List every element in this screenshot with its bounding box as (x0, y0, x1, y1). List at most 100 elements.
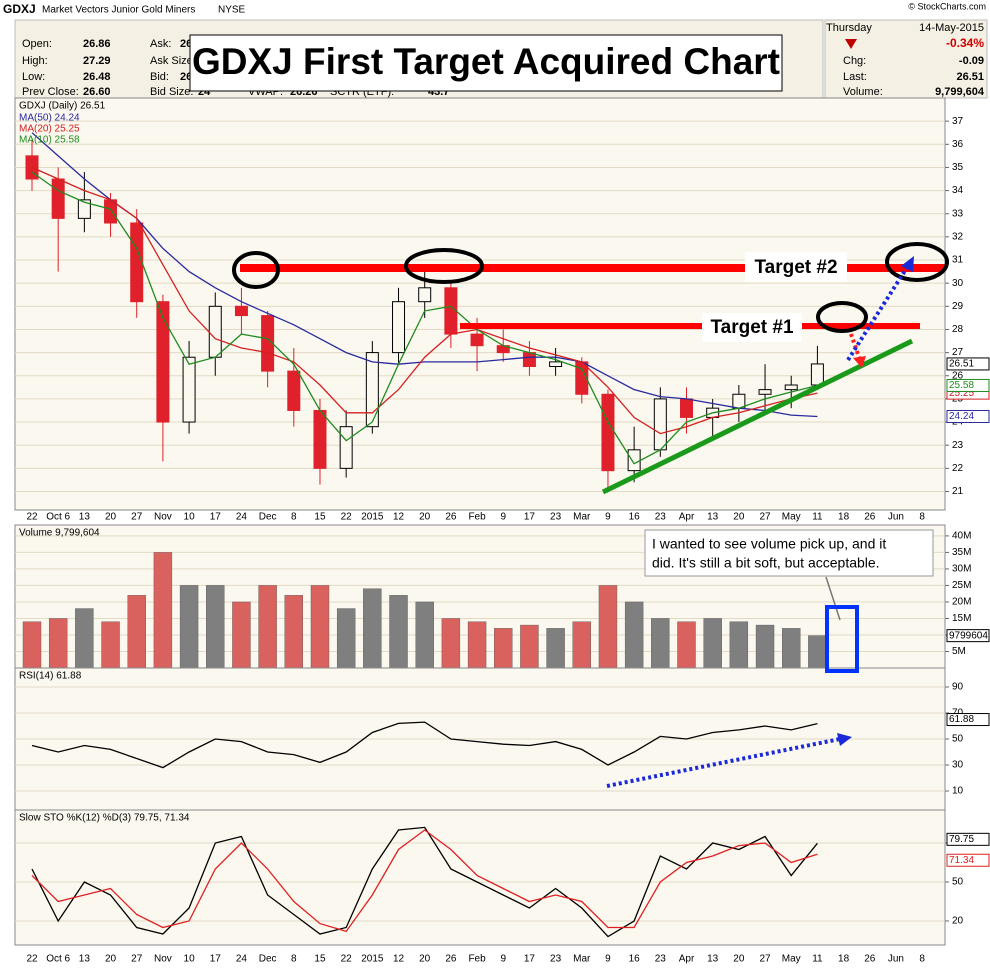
x-tick-label: 9 (500, 512, 506, 523)
y-tick-label: 90 (952, 682, 964, 693)
field-label: Low: (22, 71, 45, 83)
x-tick-label: 24 (236, 954, 248, 965)
arrow-head (837, 733, 852, 746)
target-label: Target #2 (754, 257, 837, 278)
volume-bar (232, 601, 251, 669)
x-tick-label: 16 (629, 512, 641, 523)
y-tick-label: 29 (952, 301, 964, 312)
y-tick-label: 28 (952, 324, 964, 335)
y-tick-label: 30 (952, 278, 964, 289)
quote-date: 14-May-2015 (919, 22, 984, 34)
x-tick-label: 9 (605, 512, 611, 523)
y-tick-label: 26 (952, 370, 964, 381)
y-tick-label: 34 (952, 185, 964, 196)
label-box (702, 313, 802, 342)
y-tick-label: 20 (952, 916, 964, 927)
candle-body (156, 301, 170, 423)
value-label: 26.51 (949, 359, 974, 370)
panel (14, 97, 946, 511)
x-tick-label: Feb (468, 512, 486, 523)
series-line (31, 829, 818, 933)
x-tick-label: 13 (707, 954, 719, 965)
candle-body (313, 409, 327, 469)
x-tick-label: Mar (573, 512, 591, 523)
x-tick-label: 20 (733, 512, 745, 523)
volume-bar (48, 618, 68, 669)
x-tick-label: 24 (236, 512, 248, 523)
value-box (946, 853, 990, 867)
x-tick-label: 8 (291, 512, 297, 523)
volume-bar (179, 585, 199, 669)
note-box (644, 529, 934, 577)
value-label: 9799604 (949, 630, 988, 641)
legend-label: Slow STO %K(12) %D(3) 79.75, 71.34 (19, 813, 190, 824)
field-value: -0.09 (959, 55, 984, 67)
y-tick-label: 22 (952, 463, 964, 474)
highlight-ellipse (885, 242, 949, 282)
candle-body (810, 363, 824, 386)
value-box (946, 378, 990, 392)
change-pct: -0.34% (946, 36, 984, 50)
volume-bar (703, 618, 722, 669)
y-tick-label: 33 (952, 208, 964, 219)
volume-bar (101, 621, 120, 669)
arrow (606, 737, 841, 788)
highlight-ellipse (232, 251, 280, 289)
candle-body (130, 222, 144, 303)
x-tick-label: 18 (838, 954, 850, 965)
volume-bar (22, 621, 42, 669)
volume-highlight (825, 605, 859, 673)
field-value: 26 (180, 71, 192, 83)
field-value: 26.51 (956, 71, 984, 83)
field-label: Chg: (843, 55, 866, 67)
volume-bar (284, 595, 303, 669)
y-tick-label: 35M (952, 547, 971, 558)
candle-body (549, 361, 563, 367)
volume-bar (729, 621, 749, 669)
x-tick-label: 23 (655, 954, 667, 965)
x-tick-label: Oct 6 (46, 512, 70, 523)
x-tick-label: 16 (629, 954, 641, 965)
x-tick-label: 2015 (361, 512, 384, 523)
x-tick-label: 26 (864, 954, 876, 965)
y-tick-label: 37 (952, 116, 964, 127)
y-tick-label: 40M (952, 531, 971, 542)
x-tick-label: Nov (154, 954, 172, 965)
y-tick-label: 15M (952, 613, 971, 624)
series-line (31, 171, 818, 465)
candle-body (784, 384, 798, 391)
field-value: 26 (180, 38, 192, 50)
field-value: 9,799,604 (935, 86, 985, 98)
volume-bar (441, 618, 461, 669)
y-tick-label: 10 (952, 786, 964, 797)
x-tick-label: 22 (26, 512, 38, 523)
x-tick-label: Jun (888, 954, 904, 965)
candle-body (208, 305, 222, 358)
exchange: NYSE (218, 5, 246, 16)
x-tick-label: 12 (393, 512, 405, 523)
field-value: 26.86 (83, 38, 111, 50)
volume-bar (808, 635, 827, 669)
value-label: 71.34 (949, 855, 974, 866)
x-tick-label: 13 (79, 954, 91, 965)
volume-bar (310, 585, 330, 669)
x-tick-label: Jun (888, 512, 904, 523)
x-tick-label: 10 (184, 954, 196, 965)
field-label: Prev Close: (22, 86, 79, 98)
candle-body (77, 199, 91, 219)
highlight-ellipse (404, 248, 484, 284)
x-tick-label: 27 (131, 512, 143, 523)
x-tick-label: Dec (259, 512, 277, 523)
x-tick-label: 23 (550, 954, 562, 965)
quote-day: Thursday (826, 22, 872, 34)
value-label: 79.75 (949, 834, 974, 845)
volume-bar (782, 628, 801, 669)
y-tick-label: 21 (952, 486, 964, 497)
field-label: Volume: (843, 86, 883, 98)
y-tick-label: 36 (952, 139, 964, 150)
y-tick-label: 30 (952, 760, 964, 771)
x-tick-label: 2015 (361, 954, 384, 965)
volume-bar (127, 595, 146, 669)
candle-body (392, 301, 406, 354)
